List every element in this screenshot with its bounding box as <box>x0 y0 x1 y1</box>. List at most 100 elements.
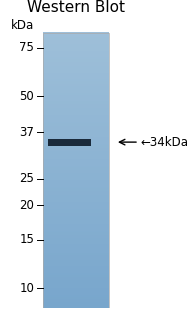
Bar <box>43 137 109 138</box>
Bar <box>43 41 109 42</box>
Bar <box>43 262 109 264</box>
Bar <box>43 199 109 201</box>
Bar <box>43 131 109 133</box>
Bar <box>43 63 109 64</box>
Text: 75: 75 <box>19 41 34 54</box>
Bar <box>43 71 109 73</box>
Text: 37: 37 <box>19 125 34 138</box>
Bar <box>43 278 109 280</box>
Bar <box>43 82 109 83</box>
Bar <box>43 285 109 287</box>
Bar <box>43 167 109 169</box>
Bar <box>43 250 109 251</box>
Bar <box>43 260 109 262</box>
Bar <box>43 225 109 226</box>
Bar <box>43 53 109 55</box>
Bar <box>43 81 109 82</box>
Bar <box>43 49 109 51</box>
Bar <box>43 215 109 217</box>
Bar <box>43 35 109 37</box>
Text: 10: 10 <box>19 282 34 295</box>
Bar <box>43 72 109 74</box>
Bar <box>43 45 109 46</box>
Bar <box>43 130 109 132</box>
Bar <box>43 231 109 232</box>
Bar <box>43 288 109 290</box>
Bar <box>43 94 109 96</box>
Bar <box>43 270 109 272</box>
Bar <box>43 50 109 52</box>
Bar <box>43 163 109 165</box>
Bar <box>43 228 109 229</box>
Bar <box>43 155 109 156</box>
Bar <box>43 223 109 225</box>
Bar <box>43 107 109 108</box>
Bar <box>43 306 109 308</box>
Bar <box>43 140 109 141</box>
Bar <box>43 145 109 147</box>
Bar <box>43 244 109 246</box>
Bar <box>43 34 109 36</box>
Bar <box>43 113 109 115</box>
Bar <box>43 146 109 148</box>
Bar <box>43 89 109 91</box>
Bar <box>43 105 109 107</box>
Bar <box>43 197 109 199</box>
Bar <box>43 184 109 185</box>
Bar <box>43 287 109 288</box>
Bar <box>43 236 109 238</box>
Bar <box>43 222 109 224</box>
Bar <box>43 54 109 56</box>
Bar <box>43 185 109 187</box>
Bar <box>43 263 109 265</box>
Bar <box>43 276 109 277</box>
Bar <box>43 256 109 258</box>
Bar <box>43 122 109 123</box>
Bar <box>43 46 109 48</box>
Bar <box>43 100 109 101</box>
Bar <box>43 195 109 196</box>
Bar <box>43 38 109 40</box>
Bar <box>43 248 109 250</box>
Bar <box>43 76 109 78</box>
Bar <box>43 79 109 81</box>
Bar <box>43 245 109 247</box>
Bar <box>43 272 109 273</box>
Bar <box>43 109 109 111</box>
Bar <box>43 36 109 38</box>
Text: ←34kDa: ←34kDa <box>140 136 188 149</box>
Bar <box>43 254 109 255</box>
Bar <box>43 168 109 170</box>
Bar <box>43 201 109 203</box>
Bar <box>43 141 109 143</box>
Bar <box>43 164 109 166</box>
Bar <box>43 219 109 221</box>
Bar <box>43 162 109 163</box>
Bar <box>43 159 109 161</box>
Bar <box>43 217 109 218</box>
Bar <box>43 57 109 59</box>
Bar <box>43 108 109 110</box>
Bar <box>43 298 109 299</box>
Bar <box>43 126 109 128</box>
Bar <box>43 177 109 178</box>
Bar <box>43 171 109 173</box>
Bar <box>43 60 109 61</box>
Bar <box>43 61 109 63</box>
Bar <box>43 123 109 125</box>
Text: 15: 15 <box>19 233 34 246</box>
Bar <box>43 44 109 45</box>
Bar <box>43 240 109 242</box>
Bar <box>43 273 109 275</box>
Bar <box>43 127 109 129</box>
Bar <box>43 235 109 236</box>
Bar <box>43 70 109 71</box>
Bar <box>43 151 109 152</box>
Bar <box>43 233 109 235</box>
Bar <box>43 142 109 144</box>
Text: Western Blot: Western Blot <box>27 0 125 15</box>
Bar <box>43 166 109 167</box>
Bar <box>43 48 109 49</box>
Bar <box>43 208 109 210</box>
Bar <box>43 119 109 121</box>
